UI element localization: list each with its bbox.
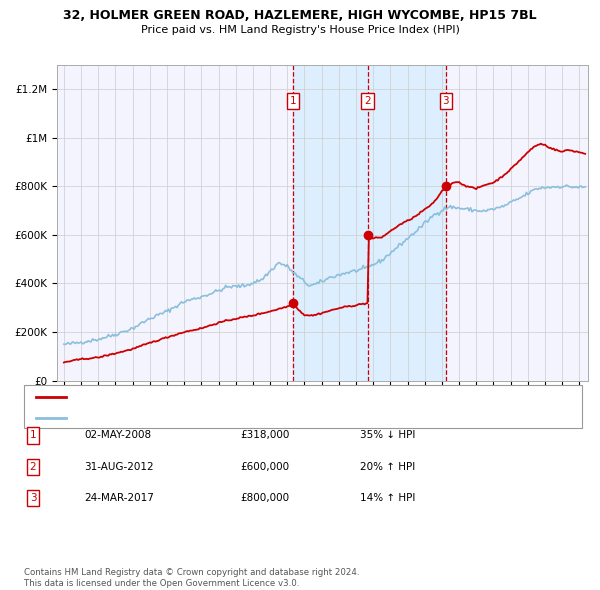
- Text: 31-AUG-2012: 31-AUG-2012: [84, 462, 154, 471]
- Text: 14% ↑ HPI: 14% ↑ HPI: [360, 493, 415, 503]
- Text: 20% ↑ HPI: 20% ↑ HPI: [360, 462, 415, 471]
- Text: 32, HOLMER GREEN ROAD, HAZLEMERE, HIGH WYCOMBE, HP15 7BL (detached house): 32, HOLMER GREEN ROAD, HAZLEMERE, HIGH W…: [78, 392, 502, 402]
- Text: HPI: Average price, detached house, Buckinghamshire: HPI: Average price, detached house, Buck…: [78, 414, 344, 424]
- Text: 1: 1: [29, 431, 37, 440]
- Text: £800,000: £800,000: [240, 493, 289, 503]
- Text: £318,000: £318,000: [240, 431, 289, 440]
- Text: Contains HM Land Registry data © Crown copyright and database right 2024.: Contains HM Land Registry data © Crown c…: [24, 568, 359, 576]
- Text: This data is licensed under the Open Government Licence v3.0.: This data is licensed under the Open Gov…: [24, 579, 299, 588]
- Text: 35% ↓ HPI: 35% ↓ HPI: [360, 431, 415, 440]
- Bar: [293, 65, 446, 381]
- Text: 1: 1: [290, 96, 296, 106]
- Text: 3: 3: [29, 493, 37, 503]
- Text: Price paid vs. HM Land Registry's House Price Index (HPI): Price paid vs. HM Land Registry's House …: [140, 25, 460, 35]
- Text: 32, HOLMER GREEN ROAD, HAZLEMERE, HIGH WYCOMBE, HP15 7BL: 32, HOLMER GREEN ROAD, HAZLEMERE, HIGH W…: [63, 9, 537, 22]
- Text: 24-MAR-2017: 24-MAR-2017: [84, 493, 154, 503]
- Text: 02-MAY-2008: 02-MAY-2008: [84, 431, 151, 440]
- Text: 3: 3: [443, 96, 449, 106]
- Text: 2: 2: [29, 462, 37, 471]
- Text: £600,000: £600,000: [240, 462, 289, 471]
- Text: 2: 2: [364, 96, 371, 106]
